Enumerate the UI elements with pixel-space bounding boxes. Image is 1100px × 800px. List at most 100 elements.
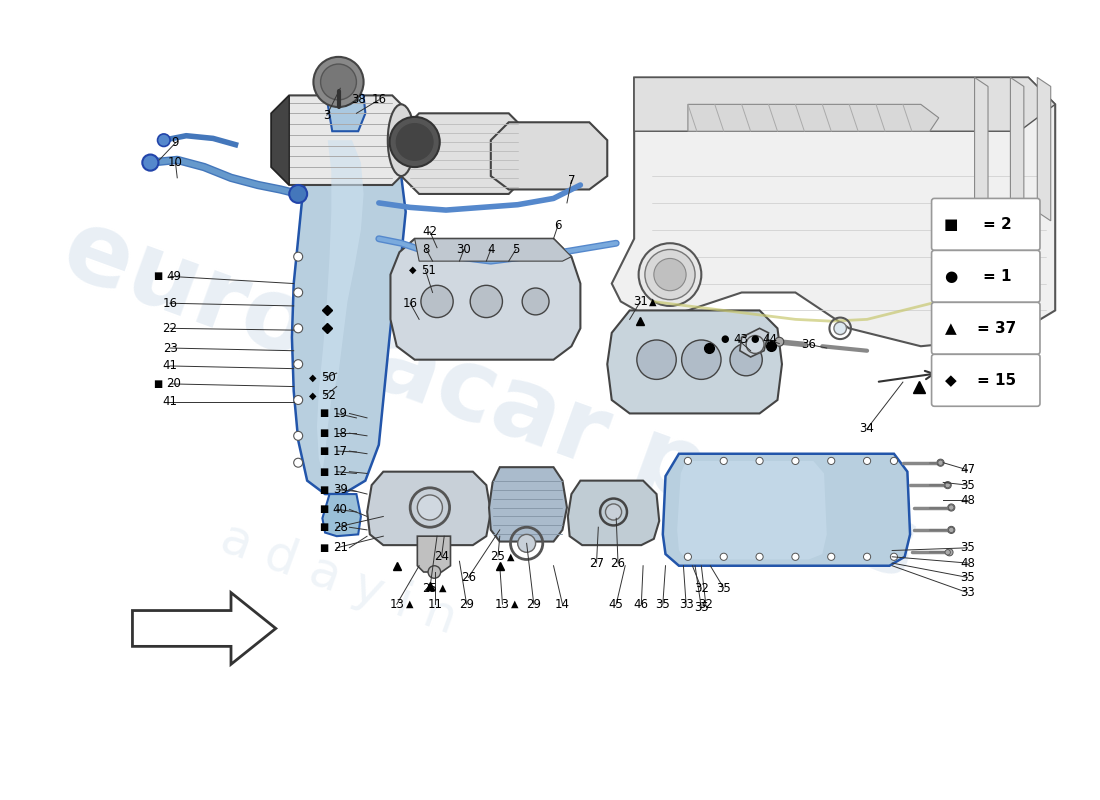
Text: 25: 25 (422, 582, 438, 594)
Polygon shape (568, 481, 659, 545)
Text: 26: 26 (610, 557, 626, 570)
Circle shape (294, 360, 302, 369)
Polygon shape (634, 78, 1055, 131)
Text: ●: ● (720, 334, 729, 344)
Text: ▲: ▲ (507, 552, 515, 562)
Circle shape (417, 495, 442, 520)
Circle shape (720, 553, 727, 560)
Polygon shape (688, 104, 938, 131)
Polygon shape (1037, 78, 1050, 221)
Text: 33: 33 (679, 598, 693, 610)
Text: 35: 35 (656, 598, 670, 610)
FancyBboxPatch shape (932, 302, 1040, 354)
Circle shape (470, 286, 503, 318)
Text: ▲: ▲ (439, 583, 447, 593)
Circle shape (294, 458, 302, 467)
Text: 13: 13 (495, 598, 510, 610)
Text: 25: 25 (491, 550, 505, 563)
Circle shape (320, 64, 356, 100)
Text: 41: 41 (163, 395, 177, 408)
Circle shape (864, 553, 871, 560)
Circle shape (522, 288, 549, 315)
Text: = 15: = 15 (978, 373, 1016, 388)
Text: ◆: ◆ (309, 373, 317, 382)
Text: ■: ■ (319, 409, 329, 418)
Polygon shape (402, 114, 527, 194)
Text: 48: 48 (960, 494, 975, 507)
Text: ▲: ▲ (406, 599, 412, 610)
Circle shape (157, 134, 170, 146)
Circle shape (948, 504, 955, 511)
Text: 39: 39 (333, 483, 348, 496)
Circle shape (937, 459, 944, 466)
Text: 11: 11 (428, 598, 443, 610)
Text: = 2: = 2 (982, 217, 1011, 232)
Text: ●: ● (944, 269, 957, 284)
Text: ◆: ◆ (945, 373, 956, 388)
Polygon shape (367, 472, 491, 545)
Text: 38: 38 (351, 94, 365, 106)
Text: 35: 35 (960, 478, 975, 492)
Text: ■: ■ (319, 522, 329, 532)
Polygon shape (491, 122, 607, 190)
Text: ■: ■ (319, 504, 329, 514)
Polygon shape (328, 88, 365, 131)
Polygon shape (612, 78, 1055, 346)
Text: ◆: ◆ (409, 265, 417, 275)
Polygon shape (292, 131, 406, 494)
Text: 50: 50 (321, 371, 336, 384)
Text: 47: 47 (960, 463, 975, 476)
FancyBboxPatch shape (932, 354, 1040, 406)
Text: 31: 31 (632, 295, 648, 308)
FancyBboxPatch shape (932, 198, 1040, 250)
FancyBboxPatch shape (932, 250, 1040, 302)
Circle shape (637, 340, 676, 379)
Text: 29: 29 (526, 598, 541, 610)
Text: 45: 45 (608, 598, 624, 610)
Circle shape (946, 549, 953, 556)
Circle shape (682, 340, 720, 379)
Circle shape (948, 527, 954, 533)
Circle shape (605, 504, 621, 520)
Text: 35: 35 (694, 602, 708, 614)
Text: 18: 18 (333, 426, 348, 440)
Text: 23: 23 (163, 342, 177, 354)
Text: 34: 34 (859, 422, 874, 435)
Polygon shape (415, 238, 571, 261)
Circle shape (945, 482, 950, 488)
Circle shape (834, 322, 847, 334)
Circle shape (730, 343, 762, 376)
Circle shape (774, 338, 784, 346)
Text: 33: 33 (960, 586, 975, 599)
Polygon shape (417, 536, 451, 572)
Text: 42: 42 (422, 225, 438, 238)
Text: 8: 8 (422, 243, 430, 256)
Text: 49: 49 (166, 270, 182, 283)
Text: ■: ■ (319, 543, 329, 553)
Circle shape (948, 526, 955, 534)
Circle shape (684, 458, 692, 465)
Text: 21: 21 (333, 542, 348, 554)
Polygon shape (1011, 78, 1024, 221)
Text: ■: ■ (153, 379, 162, 389)
Text: 13: 13 (389, 598, 404, 610)
Circle shape (395, 122, 434, 162)
Circle shape (518, 534, 536, 552)
Text: 7: 7 (568, 174, 575, 187)
Text: 16: 16 (163, 297, 177, 310)
Text: 52: 52 (321, 389, 337, 402)
Polygon shape (975, 78, 988, 221)
Text: 12: 12 (333, 465, 348, 478)
Text: 3: 3 (323, 109, 330, 122)
Text: 19: 19 (333, 407, 348, 420)
Text: 16: 16 (403, 297, 418, 310)
Circle shape (314, 57, 364, 107)
Text: = 37: = 37 (977, 321, 1016, 336)
Text: 6: 6 (554, 219, 562, 232)
Text: ●: ● (750, 334, 758, 344)
Polygon shape (317, 140, 364, 472)
Text: 16: 16 (372, 94, 386, 106)
Ellipse shape (388, 104, 415, 176)
Text: 35: 35 (960, 571, 975, 584)
Text: 35: 35 (716, 582, 732, 594)
